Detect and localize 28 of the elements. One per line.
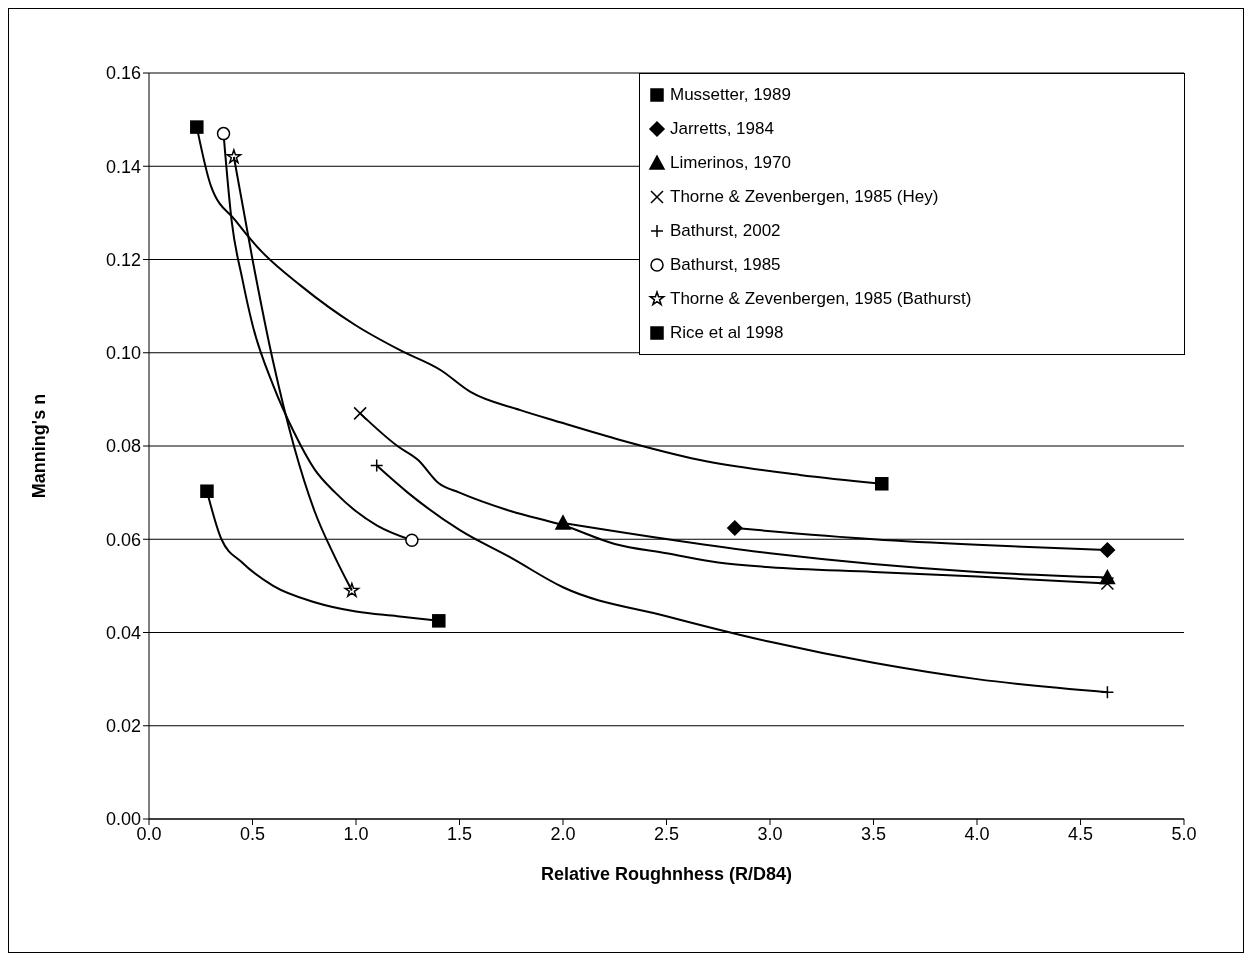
legend-label: Bathurst, 2002	[670, 221, 781, 241]
y-tick-label: 0.02	[105, 716, 141, 737]
x-tick-label: 1.5	[446, 823, 473, 844]
y-tick-label: 0.08	[105, 436, 141, 457]
x-tick-label: 4.5	[1067, 823, 1094, 844]
legend-label: Thorne & Zevenbergen, 1985 (Hey)	[670, 187, 939, 207]
x-axis-title: Relative Roughnhess (R/D84)	[540, 863, 793, 884]
legend-label: Mussetter, 1989	[670, 85, 791, 105]
x-tick-label: 3.5	[860, 823, 887, 844]
x-tick-label: 2.0	[550, 823, 576, 844]
legend-label: Thorne & Zevenbergen, 1985 (Bathurst)	[670, 289, 972, 309]
x-tick-label: 4.0	[964, 823, 990, 844]
legend-label: Jarretts, 1984	[670, 119, 774, 139]
y-tick-label: 0.10	[105, 343, 141, 364]
y-tick-label: 0.06	[105, 529, 141, 550]
x-tick-label: 2.5	[653, 823, 680, 844]
x-tick-label: 0.5	[239, 823, 266, 844]
x-tick-label: 5.0	[1171, 823, 1197, 844]
y-axis-title: Manning's n	[29, 393, 50, 499]
x-tick-label: 1.0	[343, 823, 369, 844]
legend-label: Rice et al 1998	[670, 323, 784, 343]
y-tick-label: 0.12	[105, 249, 141, 270]
y-tick-label: 0.14	[105, 156, 141, 177]
legend-label: Limerinos, 1970	[670, 153, 791, 173]
y-tick-label: 0.16	[105, 63, 141, 84]
legend-label: Bathurst, 1985	[670, 255, 781, 275]
x-tick-label: 3.0	[757, 823, 783, 844]
y-tick-label: 0.04	[105, 622, 141, 643]
